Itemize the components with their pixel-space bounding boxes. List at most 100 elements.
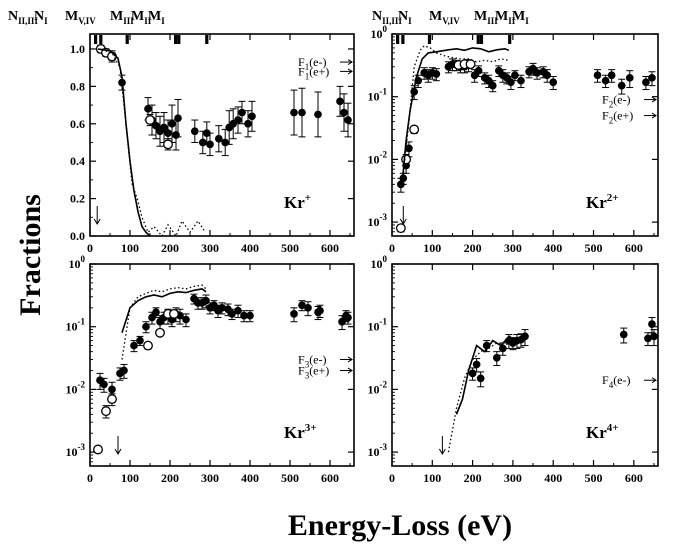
edge-label: MIII [110,9,134,26]
y-tick-label-base: 10 [69,257,81,271]
ion-label-charge: 3+ [305,422,317,434]
solid-data-point [617,81,626,90]
solid-data-point [474,66,483,75]
y-tick-label-base: 10 [368,445,380,459]
edge-label-letter: M [474,9,487,24]
y-tick-label: 0.6 [70,117,85,131]
y-tick-label-base: 10 [368,320,380,334]
fraction-label: F2(e-) [602,93,631,110]
open-data-point [395,223,406,234]
fraction-label-base: F [298,64,305,78]
y-tick-label: 100 [371,254,388,271]
plot-frame [89,263,355,467]
ion-label: Kr2+ [586,192,619,212]
panel-bottom-left: 0 100 200 300 400 500 60010-310-210-1100F3(e-)… [66,254,355,485]
open-data-point [143,340,153,351]
solid-data-point [152,308,160,317]
solid-data-point [130,341,138,350]
x-tick-label: 500 [585,241,603,255]
fraction-label-suffix: (e-) [613,373,630,387]
fraction-label-suffix: (e+) [309,64,329,78]
edge-marker [508,35,512,44]
y-tick-label-base: 10 [368,152,380,166]
x-tick-label: 100 [423,471,441,485]
y-tick-label-base: 10 [371,27,383,41]
solid-data-point [206,140,214,149]
y-tick-label-base: 10 [66,445,78,459]
fraction-arrow-head [651,112,657,119]
solid-data-point [238,108,246,117]
fraction-arrow-head [347,68,353,75]
x-tick-label: 500 [585,471,603,485]
solid-data-point [202,296,210,305]
edge-label: MI [148,9,165,26]
edge-label: MIII [474,9,498,26]
edge-label-letter: N [8,9,18,24]
x-tick-label: 100 [121,241,139,255]
y-tick-label: 10-1 [66,317,86,334]
edge-label: MI [512,9,529,26]
edge-label-subscript: I [525,16,529,26]
solid-data-point [507,78,515,87]
solid-data-point [304,303,312,312]
threshold-arrow-head [114,448,122,455]
solid-data-point [160,123,168,132]
y-tick-label-exponent: -3 [380,442,388,452]
fraction-label-subscript: 1 [305,71,310,81]
solid-data-point [619,330,628,339]
edge-label-letter: M [512,9,525,24]
open-data-point [169,308,179,319]
solid-data-point [248,112,256,121]
solid-data-point [229,119,238,128]
y-tick-label: 10-2 [368,149,388,166]
edge-marker [205,35,209,44]
ion-label: Kr4+ [586,422,619,442]
solid-data-point [316,306,324,315]
x-tick-label: 400 [241,471,259,485]
fraction-arrow-head [651,377,657,384]
theory-dotted-line [447,339,526,453]
edge-label: NI [398,9,412,26]
solid-data-point [290,108,298,117]
edge-label-subscript: I [408,16,412,26]
x-tick-label: 500 [281,471,299,485]
solid-data-point [174,114,182,123]
y-tick-label: 0.0 [70,229,85,243]
theory-solid-line [97,48,151,237]
solid-data-point [650,332,658,341]
solid-data-point [244,119,252,128]
y-tick-label-base: 10 [368,90,380,104]
x-tick-label: 300 [504,471,522,485]
x-tick-label: 300 [201,241,219,255]
edge-label-letter: M [131,9,144,24]
edge-marker [479,35,484,44]
fraction-label-base: F [298,364,305,378]
x-tick-label: 400 [544,471,562,485]
edge-label: NI [34,9,48,26]
y-tick-label-base: 10 [368,215,380,229]
x-tick-label: 600 [321,241,339,255]
edge-label-letter: N [372,9,382,24]
y-tick-label-exponent: -3 [380,212,388,222]
solid-data-point [517,76,525,85]
y-tick-label-base: 10 [66,320,78,334]
ion-label: Kr+ [284,192,311,212]
solid-data-point [218,303,226,312]
y-tick-label-exponent: -2 [380,379,388,389]
plot-frame [89,33,355,237]
theory-solid-line [121,288,207,334]
fraction-label: F3(e-) [298,352,327,369]
ion-label-element: Kr [586,423,607,442]
y-tick-label: 10-2 [66,379,86,396]
edge-label-subscript: II [508,16,516,26]
solid-data-point [601,76,610,85]
solid-data-point [533,69,541,77]
x-tick-label: 400 [241,241,259,255]
theory-dotted-line [97,48,205,238]
fraction-label-subscript: 1 [305,62,310,72]
solid-data-point [492,353,501,362]
y-tick-label-base: 10 [66,382,78,396]
edge-label-letter: N [34,9,44,24]
open-data-point [155,327,165,338]
y-tick-label-exponent: -2 [78,379,86,389]
